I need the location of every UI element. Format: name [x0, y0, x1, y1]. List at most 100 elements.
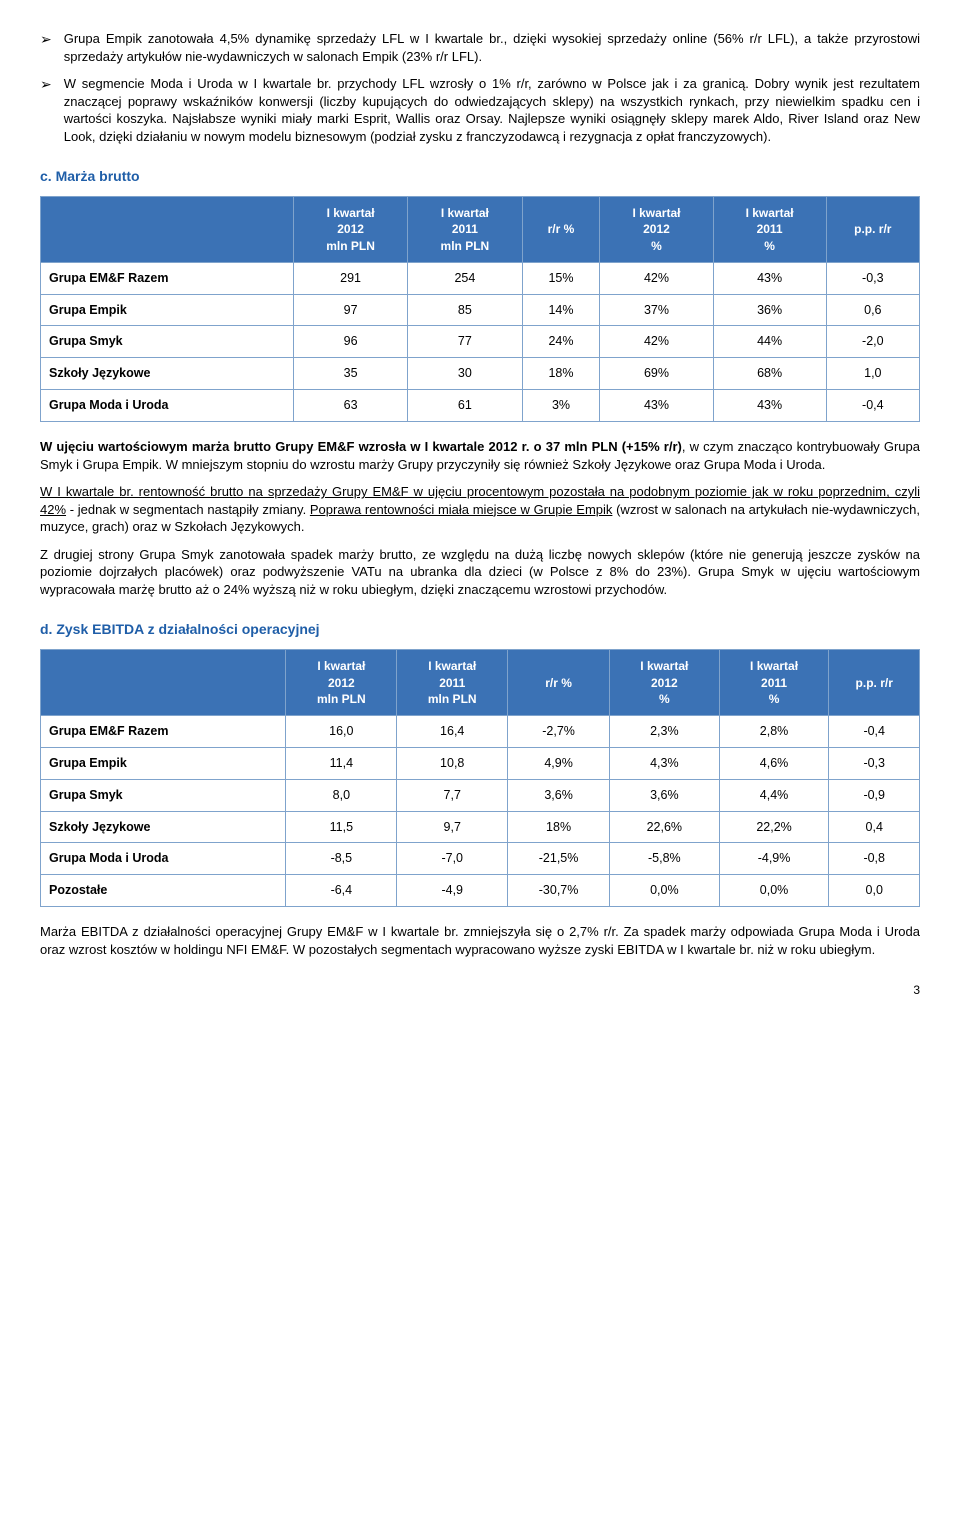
table-header: I kwartał2011%: [713, 197, 826, 263]
table-cell: 68%: [713, 358, 826, 390]
table-cell: 22,6%: [609, 811, 719, 843]
table-cell: 18%: [508, 811, 610, 843]
section-c-para-1: W ujęciu wartościowym marża brutto Grupy…: [40, 438, 920, 473]
marza-brutto-table: I kwartał2012mln PLNI kwartał2011mln PLN…: [40, 196, 920, 422]
table-cell: 3,6%: [609, 779, 719, 811]
table-header: [41, 650, 286, 716]
table-cell: 14%: [522, 294, 600, 326]
table-row: Grupa Smyk8,07,73,6%3,6%4,4%-0,9: [41, 779, 920, 811]
bullet-item: ➢ W segmencie Moda i Uroda w I kwartale …: [40, 75, 920, 145]
table-cell: Grupa EM&F Razem: [41, 715, 286, 747]
table-cell: -5,8%: [609, 843, 719, 875]
section-c-para-3: Z drugiej strony Grupa Smyk zanotowała s…: [40, 546, 920, 599]
table-cell: 16,0: [286, 715, 397, 747]
table-cell: 61: [408, 390, 522, 422]
table-row: Grupa Smyk967724%42%44%-2,0: [41, 326, 920, 358]
table-cell: 37%: [600, 294, 713, 326]
table-cell: -2,7%: [508, 715, 610, 747]
table-header: I kwartał2011%: [719, 650, 829, 716]
table-cell: -6,4: [286, 875, 397, 907]
table-cell: 3,6%: [508, 779, 610, 811]
table-header: p.p. r/r: [826, 197, 919, 263]
table-header: I kwartał2012mln PLN: [293, 197, 407, 263]
table-cell: -7,0: [397, 843, 508, 875]
table-cell: 7,7: [397, 779, 508, 811]
table-cell: 18%: [522, 358, 600, 390]
table-row: Grupa EM&F Razem16,016,4-2,7%2,3%2,8%-0,…: [41, 715, 920, 747]
table-cell: -4,9%: [719, 843, 829, 875]
table-cell: 1,0: [826, 358, 919, 390]
bullet-item: ➢ Grupa Empik zanotowała 4,5% dynamikę s…: [40, 30, 920, 65]
table-cell: Szkoły Językowe: [41, 811, 286, 843]
table-header: I kwartał2012mln PLN: [286, 650, 397, 716]
table-row: Szkoły Językowe353018%69%68%1,0: [41, 358, 920, 390]
text: W ujęciu wartościowym marża brutto Grupy…: [40, 439, 682, 454]
table-row: Pozostałe-6,4-4,9-30,7%0,0%0,0%0,0: [41, 875, 920, 907]
table-cell: 22,2%: [719, 811, 829, 843]
table-header: I kwartał2012%: [609, 650, 719, 716]
table-cell: 2,3%: [609, 715, 719, 747]
table-cell: 15%: [522, 262, 600, 294]
table-cell: 0,0%: [609, 875, 719, 907]
table-cell: -0,3: [826, 262, 919, 294]
section-c-heading: c. Marża brutto: [40, 167, 920, 186]
table-cell: 11,4: [286, 747, 397, 779]
table-row: Grupa Empik978514%37%36%0,6: [41, 294, 920, 326]
table-cell: 43%: [713, 390, 826, 422]
table-cell: 291: [293, 262, 407, 294]
table-cell: -30,7%: [508, 875, 610, 907]
table-cell: 4,6%: [719, 747, 829, 779]
table-header: r/r %: [508, 650, 610, 716]
table-header: r/r %: [522, 197, 600, 263]
section-d-para-1: Marża EBITDA z działalności operacyjnej …: [40, 923, 920, 958]
table-cell: 85: [408, 294, 522, 326]
arrow-icon: ➢: [40, 30, 52, 65]
table-cell: 3%: [522, 390, 600, 422]
table-cell: 44%: [713, 326, 826, 358]
table-cell: Grupa Moda i Uroda: [41, 390, 294, 422]
section-c-para-2: W I kwartale br. rentowność brutto na sp…: [40, 483, 920, 536]
table-cell: 11,5: [286, 811, 397, 843]
bullet-text: W segmencie Moda i Uroda w I kwartale br…: [64, 75, 920, 145]
table-cell: 16,4: [397, 715, 508, 747]
table-header: I kwartał2012%: [600, 197, 713, 263]
text: Poprawa rentowności miała miejsce w Grup…: [310, 502, 613, 517]
table-cell: 97: [293, 294, 407, 326]
table-cell: 30: [408, 358, 522, 390]
table-cell: -21,5%: [508, 843, 610, 875]
table-cell: 42%: [600, 326, 713, 358]
arrow-icon: ➢: [40, 75, 52, 145]
bullet-text: Grupa Empik zanotowała 4,5% dynamikę spr…: [64, 30, 920, 65]
table-cell: 10,8: [397, 747, 508, 779]
table-cell: 63: [293, 390, 407, 422]
text: - jednak w segmentach nastąpiły zmiany.: [66, 502, 310, 517]
table-cell: 8,0: [286, 779, 397, 811]
table-cell: 36%: [713, 294, 826, 326]
ebitda-table: I kwartał2012mln PLNI kwartał2011mln PLN…: [40, 649, 920, 907]
table-cell: 254: [408, 262, 522, 294]
table-cell: Szkoły Językowe: [41, 358, 294, 390]
table-cell: 4,9%: [508, 747, 610, 779]
table-cell: -8,5: [286, 843, 397, 875]
table-cell: -4,9: [397, 875, 508, 907]
table-cell: Pozostałe: [41, 875, 286, 907]
page-number: 3: [40, 982, 920, 998]
table-cell: -0,8: [829, 843, 920, 875]
table-cell: Grupa Empik: [41, 747, 286, 779]
table-cell: 9,7: [397, 811, 508, 843]
table-cell: Grupa Empik: [41, 294, 294, 326]
table-cell: -0,4: [826, 390, 919, 422]
table-cell: 24%: [522, 326, 600, 358]
table-cell: Grupa EM&F Razem: [41, 262, 294, 294]
table-cell: -0,9: [829, 779, 920, 811]
table-cell: 96: [293, 326, 407, 358]
table-cell: 69%: [600, 358, 713, 390]
table-row: Szkoły Językowe11,59,718%22,6%22,2%0,4: [41, 811, 920, 843]
table-cell: 42%: [600, 262, 713, 294]
table-row: Grupa Moda i Uroda63613%43%43%-0,4: [41, 390, 920, 422]
table-cell: -0,4: [829, 715, 920, 747]
table-cell: 0,6: [826, 294, 919, 326]
table-header: I kwartał2011mln PLN: [408, 197, 522, 263]
table-cell: -0,3: [829, 747, 920, 779]
table-cell: 0,0: [829, 875, 920, 907]
